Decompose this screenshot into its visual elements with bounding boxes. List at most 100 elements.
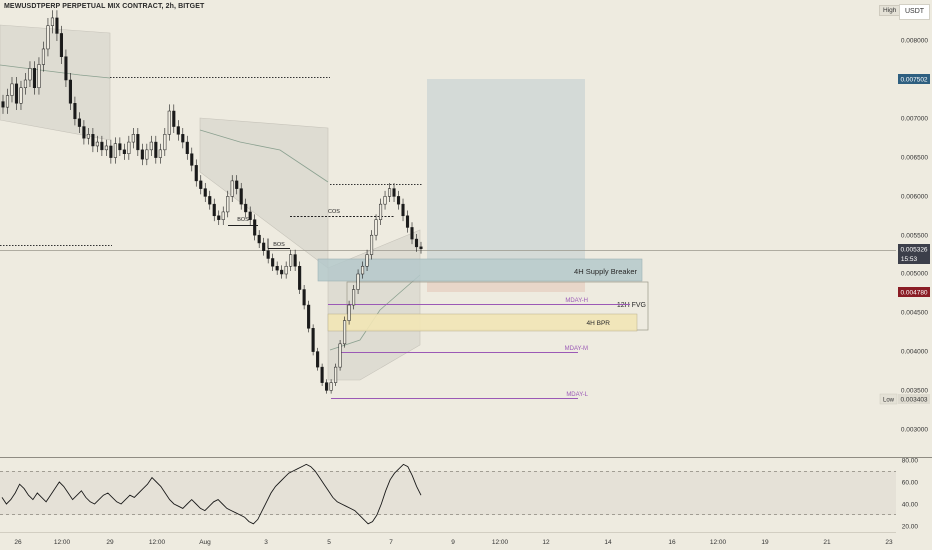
- candle-body: [68, 79, 72, 104]
- candle-body: [334, 366, 338, 383]
- stop-zone[interactable]: [427, 282, 585, 292]
- time-tick-label: 5: [327, 539, 331, 546]
- candle-body: [262, 242, 266, 251]
- candle-body: [230, 180, 234, 197]
- candle-body: [316, 351, 320, 368]
- rsi-axis-ticks: 80.00 60.00 40.00 20.00: [902, 458, 919, 531]
- time-tick-label: 29: [106, 539, 114, 546]
- candle-body: [396, 196, 401, 205]
- price-tick-label: 0.004500: [901, 310, 928, 317]
- candle-body: [109, 145, 113, 158]
- fvg-label: 12H FVG: [617, 302, 646, 309]
- currency-button[interactable]: USDT: [899, 4, 930, 20]
- candle-body: [14, 83, 19, 104]
- candle-body: [131, 134, 135, 143]
- candle-body: [311, 328, 315, 352]
- candle-body: [307, 304, 311, 329]
- candle-body: [118, 143, 122, 151]
- candle-body: [293, 254, 297, 267]
- candle-body: [280, 269, 284, 275]
- candle-body: [140, 149, 144, 160]
- candle-body: [271, 258, 275, 267]
- candle-body: [365, 254, 369, 267]
- candle-body: [181, 134, 185, 143]
- candle-body: [1, 101, 5, 108]
- candle-body: [374, 219, 378, 236]
- time-tick-label: 23: [885, 539, 893, 546]
- time-tick-label: 12:00: [149, 539, 166, 546]
- candle-body: [59, 33, 63, 57]
- candle-body: [257, 234, 261, 244]
- time-tick-label: 19: [761, 539, 769, 546]
- price-tick-label: 0.005000: [901, 271, 928, 278]
- candle-body: [248, 211, 252, 220]
- candle-body: [46, 25, 50, 50]
- supply-breaker-zone[interactable]: [317, 258, 643, 282]
- rsi-tick-label: 40.00: [902, 502, 919, 509]
- rsi-line: [1, 463, 422, 525]
- current-price-badge: [898, 244, 930, 264]
- candle-body: [298, 265, 302, 290]
- candle-body: [370, 234, 374, 255]
- candle-body: [95, 141, 99, 147]
- candle-body: [302, 289, 306, 306]
- time-tick-label: 21: [823, 539, 831, 546]
- candle-body: [167, 110, 171, 135]
- bpr-zone[interactable]: [327, 313, 638, 332]
- candle-body: [104, 145, 108, 151]
- candle-body: [86, 134, 90, 139]
- candle-body: [347, 304, 351, 321]
- candle-body: [127, 141, 131, 154]
- time-tick-label: Aug: [199, 539, 211, 546]
- candle-body: [401, 203, 405, 217]
- candle-body: [190, 153, 194, 166]
- candle-body: [235, 180, 239, 189]
- candle-body: [378, 203, 383, 220]
- price-tick-label: 0.004000: [901, 349, 928, 356]
- candle-body: [158, 149, 162, 158]
- candle-body: [41, 48, 46, 65]
- candle-body: [221, 211, 225, 220]
- candle-body: [77, 118, 81, 127]
- rsi-band: [0, 471, 896, 515]
- candle-body: [212, 203, 216, 217]
- candle-body: [37, 64, 41, 89]
- price-axis-pane[interactable]: [896, 0, 932, 550]
- candle-body: [199, 180, 203, 189]
- time-tick-label: 3: [264, 539, 268, 546]
- candle-body: [289, 254, 293, 267]
- candle-body: [113, 143, 117, 158]
- bos-label-1: BOS: [237, 217, 249, 223]
- candle-body: [338, 343, 342, 368]
- candle-body: [253, 219, 257, 236]
- target-zone[interactable]: [427, 79, 585, 259]
- candle-body: [405, 215, 410, 228]
- target-price-text: 0.007502: [900, 77, 927, 84]
- candle-body: [414, 238, 419, 248]
- candle-body: [387, 188, 392, 197]
- candle-body: [361, 265, 365, 275]
- mday-h-label: MDAY-H: [565, 298, 588, 304]
- price-tick-label: 0.007000: [901, 116, 928, 123]
- time-tick-label: 12: [542, 539, 550, 546]
- time-tick-label: 14: [604, 539, 612, 546]
- candle-body: [154, 141, 158, 158]
- candle-body: [356, 273, 360, 290]
- rsi-tick-label: 60.00: [902, 480, 919, 487]
- candle-body: [343, 320, 347, 345]
- stop-price-text: 0.004780: [900, 290, 927, 297]
- candle-body: [275, 265, 279, 271]
- candle-body: [239, 188, 243, 205]
- rsi-tick-label: 20.00: [902, 524, 919, 531]
- supply-breaker-label: 4H Supply Breaker: [574, 267, 637, 276]
- candle-body: [10, 83, 14, 96]
- high-label: High: [879, 5, 901, 16]
- candle-body: [392, 188, 396, 197]
- time-tick-label: 12:00: [710, 539, 727, 546]
- candle-body: [410, 227, 414, 240]
- candlestick-series: [1, 10, 423, 394]
- chart-title: MEWUSDTPERP PERPETUAL MIX CONTRACT, 2h, …: [4, 3, 205, 10]
- candle-body: [320, 366, 324, 383]
- candle-body: [32, 68, 37, 89]
